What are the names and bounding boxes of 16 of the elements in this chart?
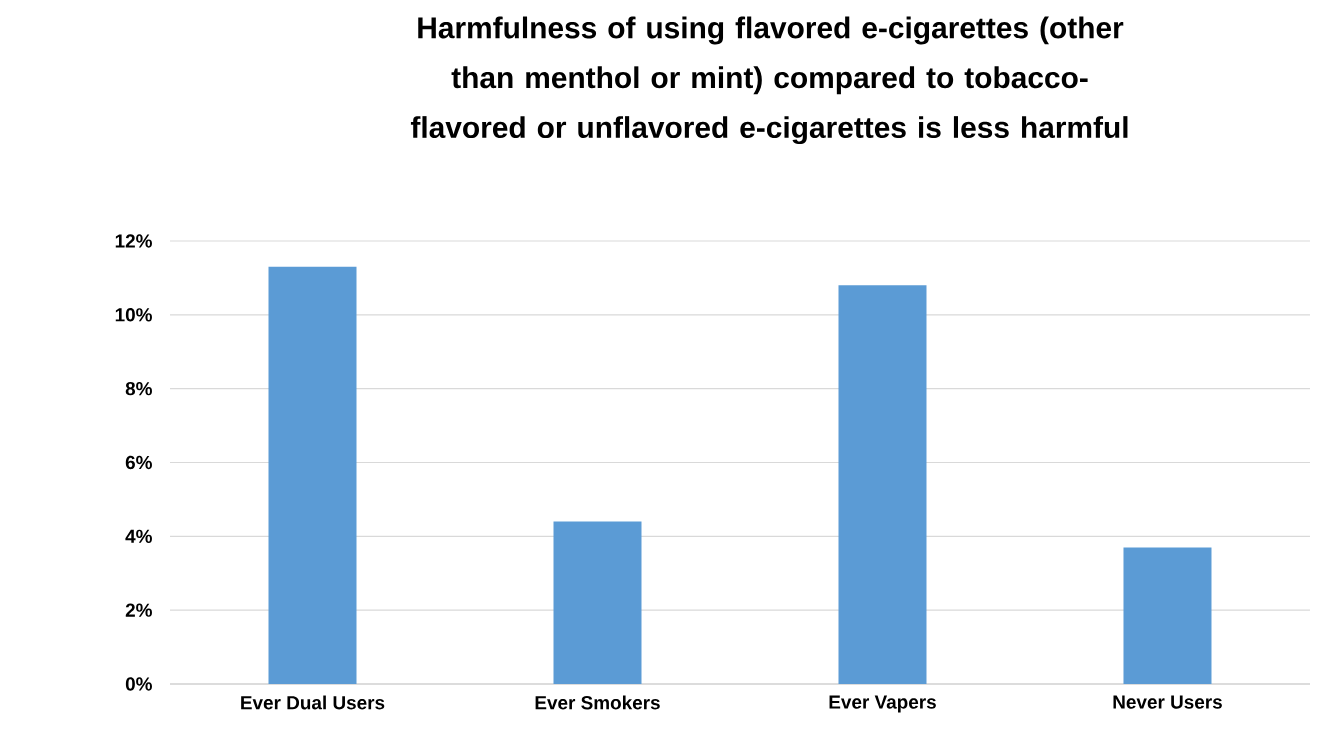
y-tick-label: 2% (125, 603, 152, 617)
y-tick-label: 0% (125, 677, 152, 691)
y-tick-label: 8% (125, 381, 152, 396)
x-tick-label: Ever Smokers (535, 695, 660, 710)
y-tick-label: 4% (125, 529, 152, 543)
y-tick-label: 12% (115, 234, 152, 248)
x-tick-label: Ever Dual Users (241, 695, 385, 710)
chart-title: Harmfulness of using flavored e-cigarettes (other than menthol or mint) compared to tobacco-flavored or unflavored e-cigarettes is less harmful (410, 16, 1128, 145)
y-tick-label: 6% (125, 455, 152, 470)
x-tick-label: Ever Vapers (829, 695, 936, 713)
bar (268, 266, 357, 684)
bar (553, 521, 642, 684)
bar (1123, 547, 1212, 684)
x-tick-label: Never Users (1113, 695, 1222, 709)
bar (838, 285, 927, 684)
y-tick-label: 10% (115, 308, 152, 322)
